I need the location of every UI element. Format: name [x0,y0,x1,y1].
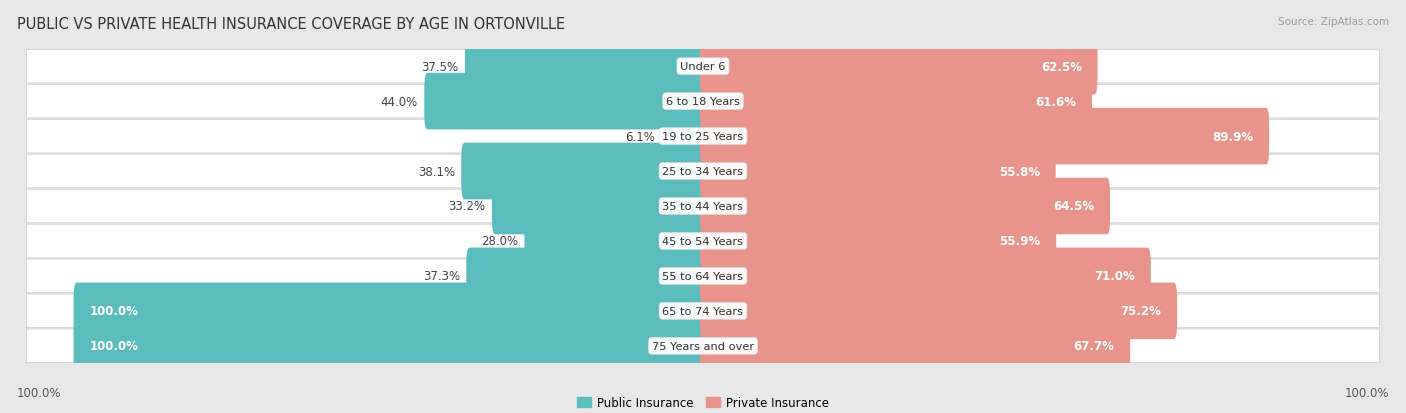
FancyBboxPatch shape [425,74,706,130]
FancyBboxPatch shape [524,213,706,270]
Text: Under 6: Under 6 [681,62,725,72]
Text: 100.0%: 100.0% [89,339,138,352]
Text: 89.9%: 89.9% [1212,130,1254,143]
Text: 55 to 64 Years: 55 to 64 Years [662,271,744,281]
FancyBboxPatch shape [700,178,1111,235]
FancyBboxPatch shape [27,85,1379,119]
Text: 35 to 44 Years: 35 to 44 Years [662,202,744,211]
Text: 33.2%: 33.2% [449,200,485,213]
FancyBboxPatch shape [465,39,706,95]
FancyBboxPatch shape [700,283,1177,339]
Text: 37.5%: 37.5% [422,61,458,74]
FancyBboxPatch shape [27,259,1379,293]
FancyBboxPatch shape [27,50,1379,84]
Text: 37.3%: 37.3% [423,270,460,283]
Text: 38.1%: 38.1% [418,165,456,178]
FancyBboxPatch shape [73,283,706,339]
Text: 65 to 74 Years: 65 to 74 Years [662,306,744,316]
Text: 62.5%: 62.5% [1040,61,1083,74]
Text: 45 to 54 Years: 45 to 54 Years [662,236,744,247]
Text: 67.7%: 67.7% [1074,339,1115,352]
Text: Source: ZipAtlas.com: Source: ZipAtlas.com [1278,17,1389,26]
FancyBboxPatch shape [700,213,1056,270]
Text: 75 Years and over: 75 Years and over [652,341,754,351]
Text: 25 to 34 Years: 25 to 34 Years [662,166,744,177]
Text: 6.1%: 6.1% [626,130,655,143]
Text: PUBLIC VS PRIVATE HEALTH INSURANCE COVERAGE BY AGE IN ORTONVILLE: PUBLIC VS PRIVATE HEALTH INSURANCE COVER… [17,17,565,31]
FancyBboxPatch shape [662,109,706,165]
FancyBboxPatch shape [492,178,706,235]
Text: 71.0%: 71.0% [1094,270,1135,283]
Text: 44.0%: 44.0% [381,95,418,108]
FancyBboxPatch shape [700,318,1130,374]
Text: 28.0%: 28.0% [481,235,519,248]
FancyBboxPatch shape [27,120,1379,154]
Text: 55.8%: 55.8% [998,165,1040,178]
Text: 55.9%: 55.9% [1000,235,1040,248]
FancyBboxPatch shape [27,225,1379,258]
Text: 75.2%: 75.2% [1121,305,1161,318]
FancyBboxPatch shape [700,39,1098,95]
FancyBboxPatch shape [467,248,706,304]
Text: 61.6%: 61.6% [1035,95,1076,108]
FancyBboxPatch shape [27,155,1379,188]
FancyBboxPatch shape [700,143,1056,200]
FancyBboxPatch shape [27,329,1379,363]
Legend: Public Insurance, Private Insurance: Public Insurance, Private Insurance [572,392,834,413]
FancyBboxPatch shape [700,109,1270,165]
FancyBboxPatch shape [461,143,706,200]
Text: 64.5%: 64.5% [1053,200,1094,213]
Text: 100.0%: 100.0% [1344,386,1389,399]
FancyBboxPatch shape [700,74,1092,130]
FancyBboxPatch shape [27,294,1379,328]
Text: 100.0%: 100.0% [89,305,138,318]
FancyBboxPatch shape [73,318,706,374]
Text: 6 to 18 Years: 6 to 18 Years [666,97,740,107]
Text: 19 to 25 Years: 19 to 25 Years [662,132,744,142]
FancyBboxPatch shape [700,248,1152,304]
FancyBboxPatch shape [27,190,1379,223]
Text: 100.0%: 100.0% [17,386,62,399]
